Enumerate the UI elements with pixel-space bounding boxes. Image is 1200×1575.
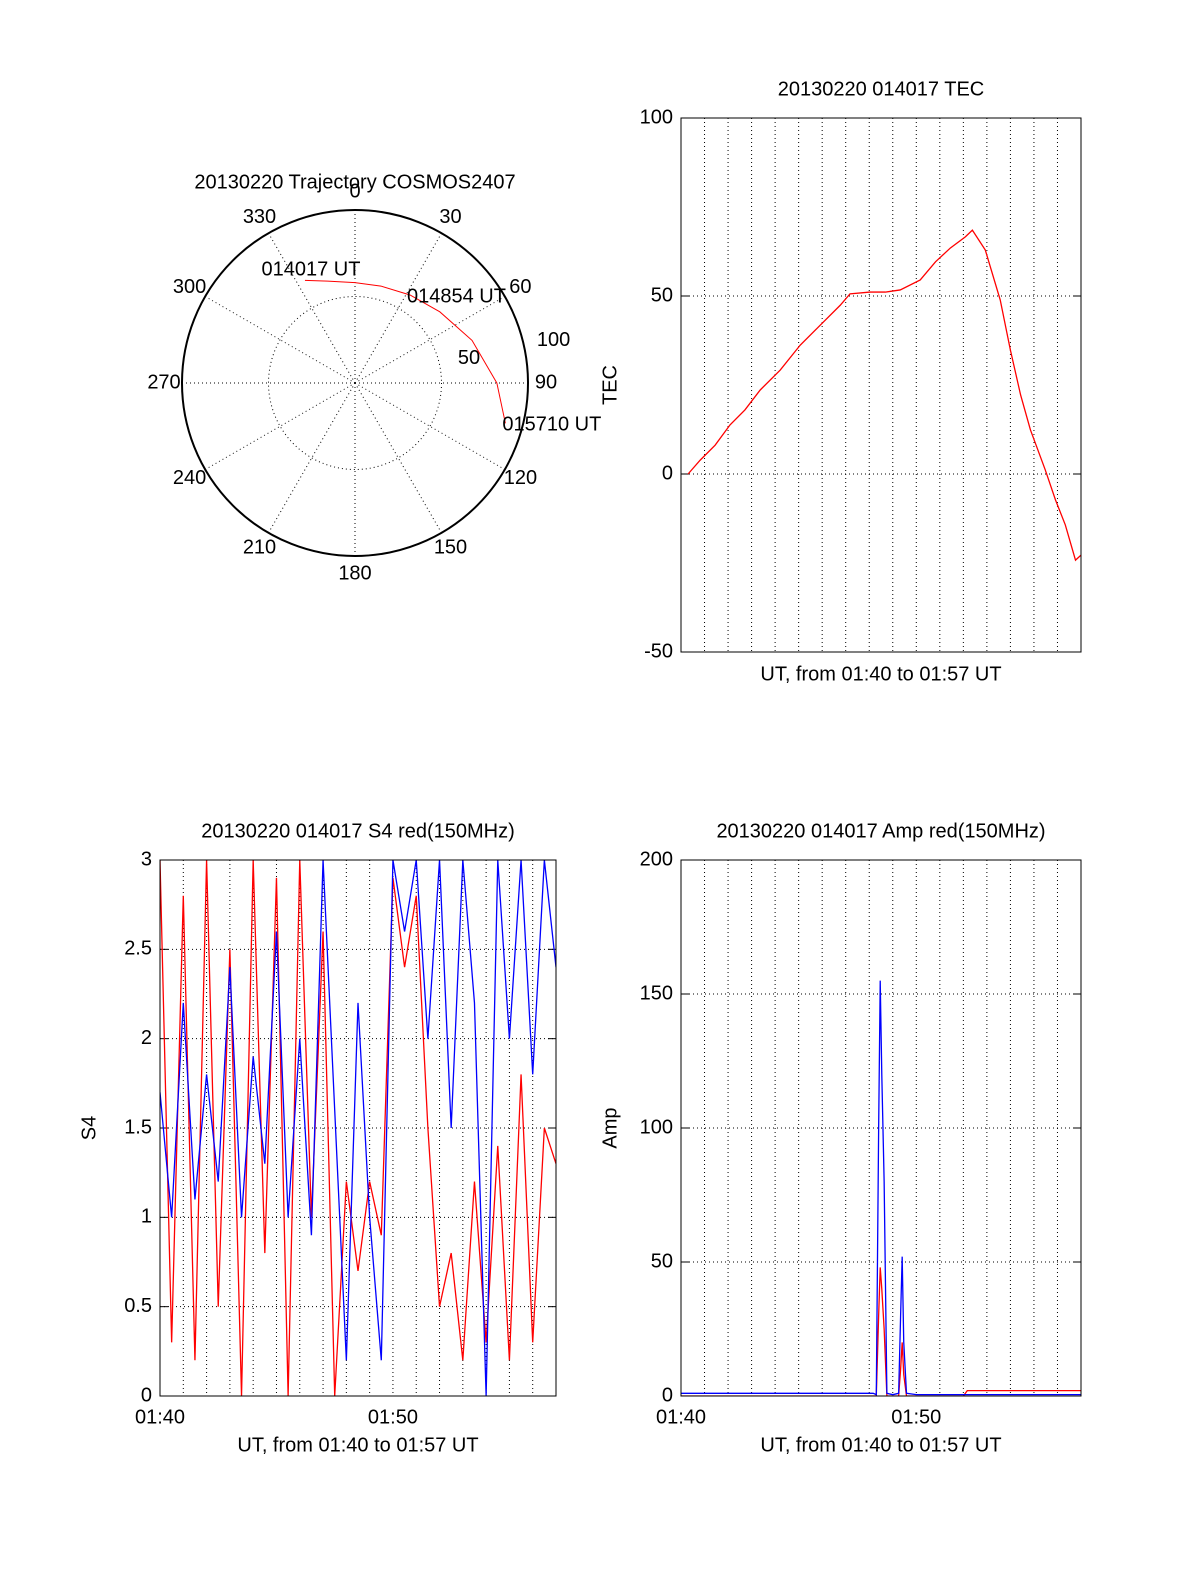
line-chart: 20130220 014017 S4 red(150MHz) UT, from 0… — [78, 820, 557, 1456]
angle-tick-label: 60 — [509, 276, 531, 298]
time-annotation: 015710 UT — [502, 414, 601, 436]
spoke-grid-line — [204, 382, 356, 470]
chart-title: 20130220 014017 Amp red(150MHz) — [716, 820, 1045, 842]
chart-title: 20130220 Trajectory COSMOS2407 — [194, 171, 515, 193]
y-tick-label: 0 — [662, 1384, 673, 1406]
y-tick-label: 100 — [640, 106, 673, 128]
y-tick-label: 50 — [651, 284, 673, 306]
angle-tick-label: 120 — [504, 467, 537, 489]
x-axis-label: UT, from 01:40 to 01:57 UT — [760, 663, 1001, 685]
ring-grid-line — [268, 296, 442, 470]
radius-tick-label: 50 — [458, 347, 480, 369]
y-tick-label: 100 — [640, 1116, 673, 1138]
y-tick-label: 0.5 — [124, 1295, 152, 1317]
y-axis-label: S4 — [78, 1116, 100, 1140]
x-tick-label: 01:40 — [135, 1406, 185, 1428]
angle-tick-label: 210 — [243, 537, 276, 559]
angle-tick-label: 0 — [349, 180, 360, 202]
series-line — [160, 860, 556, 1396]
y-tick-label: 50 — [651, 1250, 673, 1272]
angle-tick-label: 180 — [338, 562, 371, 584]
plot-frame — [680, 117, 1082, 653]
spoke-grid-line — [204, 296, 356, 384]
angle-tick-label: 90 — [535, 371, 557, 393]
series-line — [681, 1267, 1081, 1396]
series-line — [160, 860, 556, 1396]
y-tick-label: 200 — [640, 848, 673, 870]
angle-tick-label: 150 — [434, 537, 467, 559]
y-axis-label: Amp — [599, 1107, 621, 1148]
radius-tick-label: 100 — [537, 329, 570, 351]
x-axis-label: UT, from 01:40 to 01:57 UT — [760, 1434, 1001, 1456]
time-annotation: 014017 UT — [261, 259, 360, 281]
y-tick-label: 2.5 — [124, 938, 152, 960]
plot-frame — [159, 859, 557, 1397]
trajectory — [304, 279, 506, 424]
y-tick-label: 0 — [662, 462, 673, 484]
y-axis-label: TEC — [599, 365, 621, 405]
x-tick-label: 01:40 — [656, 1406, 706, 1428]
line-chart: 20130220 014017 Amp red(150MHz) UT, from … — [599, 820, 1082, 1456]
spoke-grid-line — [268, 232, 356, 384]
angle-tick-label: 240 — [173, 467, 206, 489]
spoke-grid-line — [354, 296, 506, 384]
y-tick-label: 2 — [141, 1027, 152, 1049]
y-tick-label: 1.5 — [124, 1116, 152, 1138]
y-tick-label: 3 — [141, 848, 152, 870]
line-chart: 20130220 014017 TEC UT, from 01:40 to 01:… — [599, 78, 1082, 685]
spoke-grid-line — [354, 382, 506, 470]
angle-tick-label: 30 — [439, 206, 461, 228]
plot-frame — [680, 859, 1082, 1397]
chart-title: 20130220 014017 TEC — [778, 78, 984, 100]
y-tick-label: -50 — [644, 640, 673, 662]
spoke-grid-line — [268, 382, 356, 534]
angle-tick-label: 270 — [147, 371, 180, 393]
series-line — [687, 229, 1081, 562]
angle-tick-label: 330 — [243, 206, 276, 228]
x-axis-label: UT, from 01:40 to 01:57 UT — [237, 1434, 478, 1456]
chart-title: 20130220 014017 S4 red(150MHz) — [201, 820, 515, 842]
x-tick-label: 01:50 — [891, 1406, 941, 1428]
spoke-grid-line — [354, 232, 442, 384]
series-line — [681, 980, 1081, 1396]
outer-ring — [181, 209, 529, 557]
x-tick-label: 01:50 — [368, 1406, 418, 1428]
angle-tick-label: 300 — [173, 276, 206, 298]
y-tick-label: 1 — [141, 1206, 152, 1228]
time-annotation: 014854 UT — [407, 285, 506, 307]
spoke-grid-line — [354, 382, 442, 534]
y-tick-label: 150 — [640, 982, 673, 1004]
y-tick-label: 0 — [141, 1384, 152, 1406]
